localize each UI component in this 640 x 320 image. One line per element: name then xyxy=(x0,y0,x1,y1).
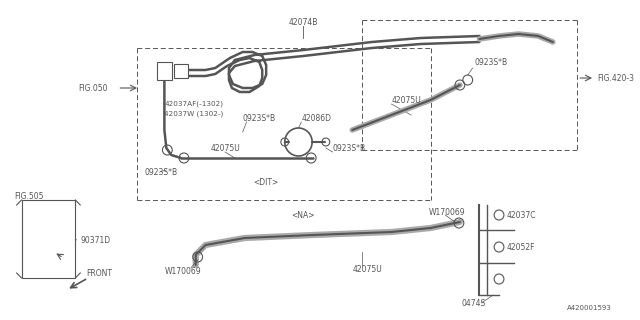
Text: 0923S*B: 0923S*B xyxy=(475,58,508,67)
Text: W170069: W170069 xyxy=(429,207,465,217)
Text: <DIT>: <DIT> xyxy=(253,178,279,187)
Text: A420001593: A420001593 xyxy=(566,305,612,311)
Text: 0923S*B: 0923S*B xyxy=(333,143,366,153)
Text: <NA>: <NA> xyxy=(292,211,315,220)
Text: FIG.420-3: FIG.420-3 xyxy=(597,74,634,83)
Text: 42037C: 42037C xyxy=(507,211,536,220)
Text: W170069: W170069 xyxy=(164,268,201,276)
Text: 42037W (1302-): 42037W (1302-) xyxy=(164,111,223,117)
Text: 42075U: 42075U xyxy=(211,143,240,153)
Text: 0923S*B: 0923S*B xyxy=(243,114,276,123)
Text: 0923S*B: 0923S*B xyxy=(145,167,178,177)
Text: 42052F: 42052F xyxy=(507,243,536,252)
Text: FRONT: FRONT xyxy=(86,269,112,278)
Bar xyxy=(22,200,76,278)
Text: 42086D: 42086D xyxy=(301,114,332,123)
Text: 0474S: 0474S xyxy=(462,299,486,308)
Bar xyxy=(174,64,188,78)
Text: 42075U: 42075U xyxy=(352,266,382,275)
Text: 42074B: 42074B xyxy=(289,18,318,27)
Text: 90371D: 90371D xyxy=(80,236,110,244)
Bar xyxy=(157,62,172,80)
Text: 42037AF(-1302): 42037AF(-1302) xyxy=(164,101,223,107)
Text: FIG.505: FIG.505 xyxy=(15,191,44,201)
Text: FIG.050: FIG.050 xyxy=(78,84,108,92)
Text: 42075U: 42075U xyxy=(392,95,421,105)
